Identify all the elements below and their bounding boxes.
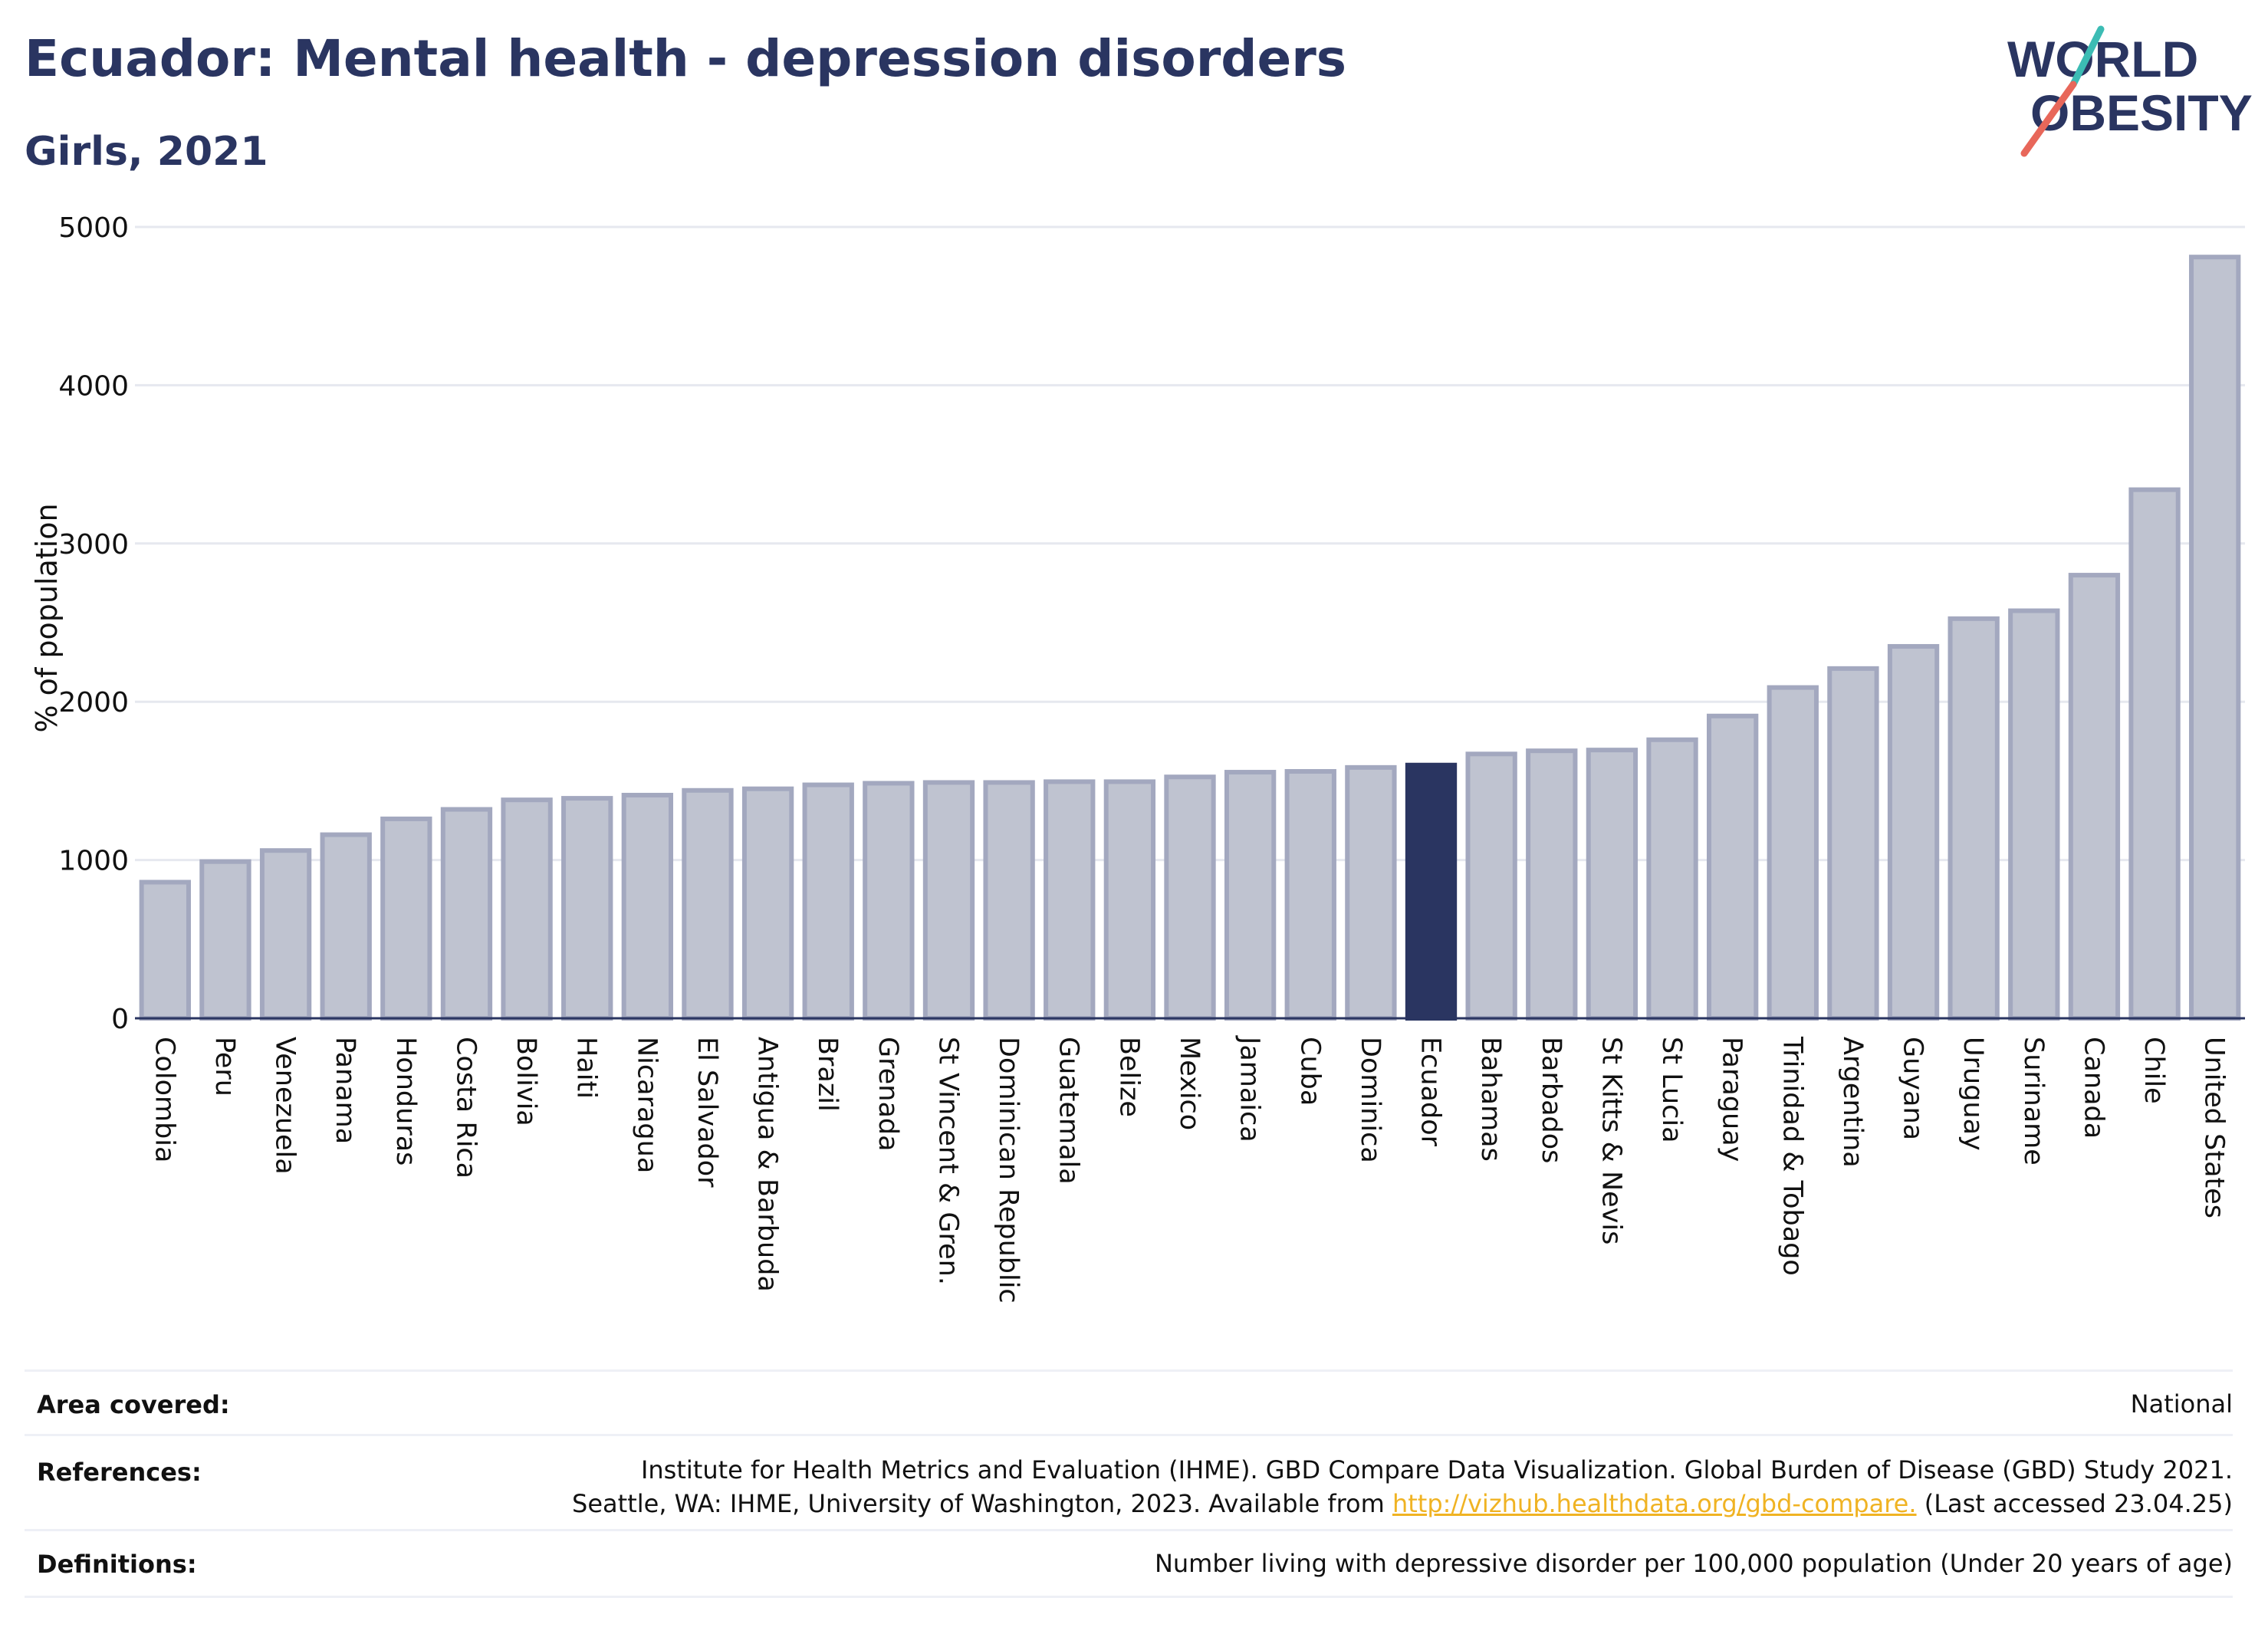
x-tick-label: Suriname [2018, 1037, 2049, 1165]
x-tick-label: Panama [330, 1037, 360, 1144]
chart-title: Ecuador: Mental health - depression diso… [25, 29, 1347, 88]
bar-el-salvador [682, 787, 734, 1021]
bar-peru [199, 859, 251, 1021]
x-tick-label: Grenada [873, 1037, 903, 1152]
bar-honduras [380, 816, 432, 1021]
y-tick-label: 2000 [58, 687, 129, 718]
area-covered-value: National [2130, 1389, 2233, 1419]
x-tick-label: Chile [2138, 1037, 2169, 1104]
x-tick-label: El Salvador [692, 1037, 722, 1188]
footer-references-row: References: Institute for Health Metrics… [25, 1434, 2233, 1530]
references-link[interactable]: http://vizhub.healthdata.org/gbd-compare… [1392, 1489, 1917, 1518]
x-tick-label: Guatemala [1053, 1037, 1084, 1185]
bar-nicaragua [621, 792, 674, 1021]
area-covered-label: Area covered: [37, 1390, 230, 1419]
x-tick-label: Peru [209, 1037, 240, 1096]
bar-chile [2128, 487, 2181, 1021]
x-tick-label: Trinidad & Tobago [1777, 1036, 1807, 1276]
x-tick-label: Cuba [1294, 1037, 1325, 1106]
x-tick-label: Dominican Republic [993, 1037, 1024, 1304]
definitions-value: Number living with depressive disorder p… [1154, 1549, 2233, 1578]
x-tick-label: Paraguay [1717, 1037, 1747, 1162]
definitions-label: Definitions: [37, 1550, 197, 1579]
bar-bahamas [1465, 751, 1517, 1021]
bar-united-states [2189, 255, 2241, 1021]
x-tick-label: Uruguay [1957, 1037, 1988, 1151]
bar-jamaica [1224, 770, 1277, 1021]
bar-argentina [1827, 666, 1879, 1021]
bar-chart: 0 1000 2000 3000 4000 5000 Colombia Peru Venezu… [30, 212, 2245, 1304]
x-tick-label: Dominica [1355, 1037, 1385, 1163]
x-tick-label: Belize [1113, 1037, 1144, 1117]
chart-subtitle: Girls, 2021 [25, 129, 268, 175]
x-tick-label: Colombia [149, 1037, 179, 1162]
bar-st-lucia [1646, 737, 1698, 1021]
bar-guyana [1887, 643, 1940, 1021]
bar-barbados [1526, 748, 1578, 1021]
bar-brazil [802, 782, 854, 1021]
y-tick-label: 4000 [58, 370, 129, 402]
y-tick-label: 1000 [58, 846, 129, 877]
y-tick-label: 0 [111, 1004, 129, 1035]
references-value: Institute for Health Metrics and Evaluat… [572, 1453, 2233, 1521]
y-tick-label: 5000 [58, 212, 129, 244]
bar-antigua-barbuda [741, 786, 794, 1021]
bar-belize [1103, 779, 1156, 1021]
bar-canada [2068, 573, 2121, 1021]
bar-paraguay [1706, 713, 1759, 1021]
x-tick-label: St Kitts & Nevis [1596, 1037, 1626, 1244]
y-axis-ticks: 0 1000 2000 3000 4000 5000 [58, 212, 129, 1035]
x-tick-label: Nicaragua [631, 1037, 662, 1173]
x-tick-label: Barbados [1536, 1037, 1566, 1163]
y-axis-label: % of population [30, 503, 64, 732]
references-line2-pre: Seattle, WA: IHME, University of Washing… [572, 1489, 1392, 1518]
bars [139, 255, 2241, 1021]
x-tick-label: Bolivia [511, 1037, 541, 1126]
x-tick-label: Costa Rica [450, 1037, 481, 1179]
x-tick-label: Argentina [1837, 1037, 1868, 1168]
x-tick-label: Haiti [571, 1037, 602, 1099]
x-tick-label: Honduras [390, 1037, 421, 1165]
references-label: References: [37, 1458, 202, 1487]
bar-haiti [561, 796, 613, 1021]
bar-st-vincent-gren- [922, 780, 975, 1021]
x-tick-label: Canada [2078, 1037, 2109, 1139]
bar-colombia [139, 879, 191, 1021]
x-tick-label: Venezuela [270, 1037, 301, 1175]
references-line1: Institute for Health Metrics and Evaluat… [640, 1455, 2233, 1484]
x-tick-label: St Vincent & Gren. [932, 1037, 963, 1285]
bar-dominican-republic [983, 780, 1035, 1021]
footer-definitions-row: Definitions: Number living with depressi… [25, 1529, 2233, 1598]
bar-cuba [1284, 769, 1336, 1021]
bar-suriname [2008, 608, 2060, 1021]
x-tick-label: St Lucia [1656, 1037, 1687, 1143]
bar-guatemala [1044, 779, 1096, 1021]
references-line2-post: (Last accessed 23.04.25) [1916, 1489, 2233, 1518]
x-tick-label: Jamaica [1234, 1035, 1265, 1142]
x-axis-labels: Colombia Peru Venezuela Panama Honduras Costa… [149, 1035, 2229, 1304]
bar-costa-rica [440, 807, 493, 1021]
bar-venezuela [259, 848, 312, 1021]
x-tick-label: Guyana [1898, 1037, 1928, 1140]
x-tick-label: Brazil [812, 1037, 843, 1112]
bar-bolivia [501, 797, 553, 1021]
bar-uruguay [1948, 616, 2000, 1021]
x-tick-label: Bahamas [1475, 1037, 1506, 1162]
bar-dominica [1345, 764, 1397, 1021]
bar-ecuador [1405, 762, 1458, 1021]
world-obesity-logo: WORLD OBESITY [2007, 25, 2253, 157]
bar-panama [320, 832, 372, 1021]
references-line2: Seattle, WA: IHME, University of Washing… [572, 1487, 2233, 1521]
x-tick-label: Ecuador [1415, 1037, 1446, 1147]
y-tick-label: 3000 [58, 529, 129, 561]
x-tick-label: Mexico [1174, 1037, 1205, 1130]
bar-mexico [1164, 774, 1216, 1021]
bar-trinidad-tobago [1767, 685, 1819, 1021]
logo-line1: WORLD [2007, 31, 2198, 87]
x-tick-label: United States [2199, 1037, 2230, 1218]
footer-area-row: Area covered: National [25, 1369, 2233, 1435]
bar-st-kitts-nevis [1586, 748, 1639, 1021]
bar-grenada [863, 781, 915, 1021]
x-tick-label: Antigua & Barbuda [752, 1037, 783, 1292]
